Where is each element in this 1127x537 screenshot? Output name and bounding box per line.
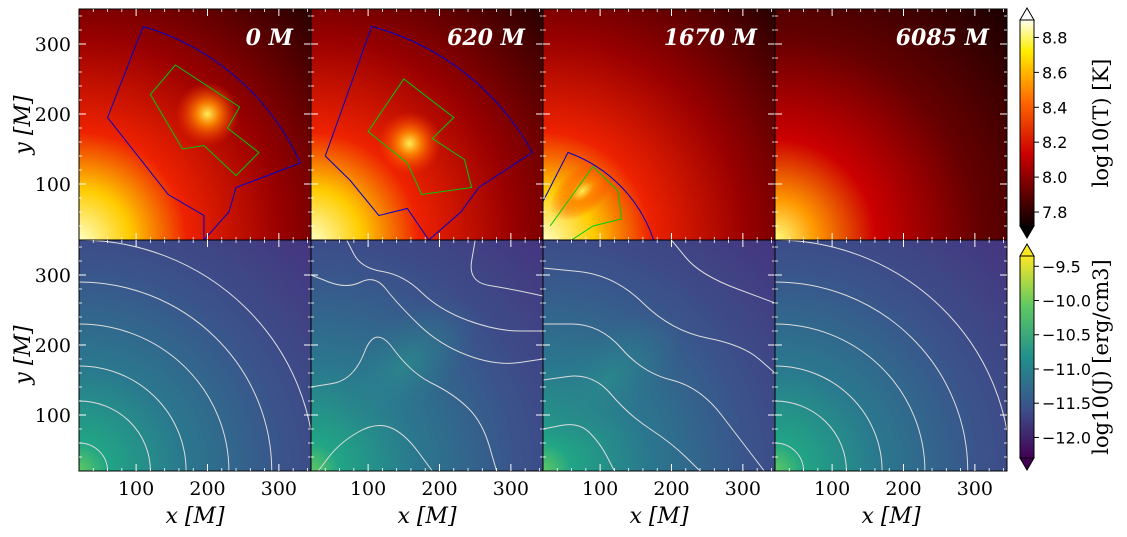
panel-r0-c0: 0 M 100 200 300 xyxy=(35,8,312,241)
radiation-blob xyxy=(543,312,683,448)
outer-boundary xyxy=(106,25,301,240)
colorbar-tick-label: −12.0 xyxy=(1042,428,1091,447)
contour-line xyxy=(775,240,1007,434)
colorbar-extend-min xyxy=(1019,457,1035,471)
panel-r0-c2: 1670 M xyxy=(542,8,776,241)
x-axis-label: x [M] xyxy=(397,504,457,529)
panel-r1-c2: 100 200 300 x [M] xyxy=(542,239,776,529)
x-tick-label: 300 xyxy=(261,478,297,500)
colorbar-tick-label: 8.6 xyxy=(1042,63,1067,82)
colorbar-label: log10(J) [erg/cm3] xyxy=(1089,259,1113,454)
hot-spot xyxy=(549,161,615,221)
colorbar-tick-label: −10.5 xyxy=(1042,326,1091,345)
y-axis-label-top: y [M] xyxy=(11,95,36,156)
panel-r1-c3: 100 200 300 x [M] xyxy=(774,239,1008,529)
panel-r0-c3: 6085 M xyxy=(774,8,1008,241)
contour-line xyxy=(775,281,969,471)
colorbar-tick-label: −9.5 xyxy=(1042,257,1081,276)
y-tick-label: 300 xyxy=(35,34,71,56)
contour-line xyxy=(775,442,805,471)
hot-spot xyxy=(175,82,240,146)
time-label: 620 M xyxy=(447,25,526,51)
contour-line xyxy=(79,240,311,434)
x-axis-label: x [M] xyxy=(861,504,921,529)
time-label: 6085 M xyxy=(896,25,990,51)
colorbar-tick-label: 8.2 xyxy=(1042,133,1067,152)
panel-grid: 0 M 100 200 300 100 200 300 100 200 300 x [M] 620 M… xyxy=(35,8,1008,529)
contour-line xyxy=(775,323,926,471)
y-tick-label: 100 xyxy=(35,405,71,427)
contour-line xyxy=(470,240,543,297)
contour-line xyxy=(543,267,775,374)
x-tick-label: 200 xyxy=(653,478,689,500)
contour-line xyxy=(79,323,230,471)
time-label: 1670 M xyxy=(664,25,758,51)
colorbar-tick-label: 8.8 xyxy=(1042,28,1067,47)
contour-line xyxy=(79,281,273,471)
contour-line xyxy=(775,400,847,471)
y-tick-label: 100 xyxy=(35,174,71,196)
colorbar-body xyxy=(1019,19,1035,227)
radiation-field xyxy=(775,240,1007,471)
contour-line xyxy=(346,240,543,332)
temperature-field xyxy=(775,9,1007,240)
x-tick-label: 100 xyxy=(118,478,154,500)
x-tick-label: 100 xyxy=(350,478,386,500)
x-tick-label: 300 xyxy=(957,478,993,500)
x-tick-label: 200 xyxy=(885,478,921,500)
y-tick-label: 300 xyxy=(35,265,71,287)
outer-boundary xyxy=(543,151,655,240)
panel-r1-c0: 100 200 300 100 200 300 x [M] xyxy=(35,239,312,529)
colorbar-tick-label: −11.0 xyxy=(1042,360,1091,379)
x-tick-label: 300 xyxy=(725,478,761,500)
panel-r0-c1: 620 M xyxy=(310,8,544,241)
contour-line xyxy=(79,442,109,471)
contour-line xyxy=(311,336,498,471)
hot-spot xyxy=(377,111,442,176)
x-axis-label: x [M] xyxy=(629,504,689,529)
inner-boundary xyxy=(149,64,260,177)
x-tick-label: 200 xyxy=(421,478,457,500)
contour-line xyxy=(671,240,775,304)
time-label: 0 M xyxy=(246,25,294,51)
x-tick-label: 300 xyxy=(493,478,529,500)
radiation-blob xyxy=(329,298,479,434)
colorbar-body xyxy=(1019,255,1035,459)
x-axis-label: x [M] xyxy=(165,504,225,529)
contour-line xyxy=(79,400,151,471)
radiation-field xyxy=(79,240,311,471)
contour-line xyxy=(543,323,765,471)
x-tick-label: 200 xyxy=(189,478,225,500)
contour-line xyxy=(543,375,701,471)
inner-boundary xyxy=(367,78,473,196)
colorbar-tick-label: −11.5 xyxy=(1042,394,1091,413)
colorbar-label: log10(T) [K] xyxy=(1089,59,1113,188)
contour-line xyxy=(79,365,187,471)
x-tick-label: 100 xyxy=(582,478,618,500)
colorbar-extend-max xyxy=(1019,7,1035,21)
x-tick-label: 100 xyxy=(814,478,850,500)
y-axis-label-bottom: y [M] xyxy=(11,325,36,386)
colorbar-temperature: 7.8 8.0 8.2 8.4 8.6 8.8 log10(T) [K] xyxy=(1019,7,1113,239)
axis-labels: y [M] y [M] xyxy=(11,95,36,386)
contour-line xyxy=(543,424,615,471)
colorbar-tick-label: 8.4 xyxy=(1042,98,1067,117)
contour-line xyxy=(311,274,543,364)
panel-r1-c1: 100 200 300 x [M] xyxy=(310,239,544,529)
colorbar-extend-min xyxy=(1019,225,1035,239)
panel-frame xyxy=(774,239,1008,472)
y-tick-label: 200 xyxy=(35,104,71,126)
colorbar-tick-label: 8.0 xyxy=(1042,168,1067,187)
colorbar-extend-max xyxy=(1019,243,1035,257)
contour-line xyxy=(775,365,883,471)
contour-line xyxy=(317,425,433,471)
colorbar-tick-label: −10.0 xyxy=(1042,292,1091,311)
outer-boundary xyxy=(324,25,533,240)
inner-boundary xyxy=(549,165,623,240)
y-tick-label: 200 xyxy=(35,335,71,357)
colorbar-tick-label: 7.8 xyxy=(1042,203,1067,222)
